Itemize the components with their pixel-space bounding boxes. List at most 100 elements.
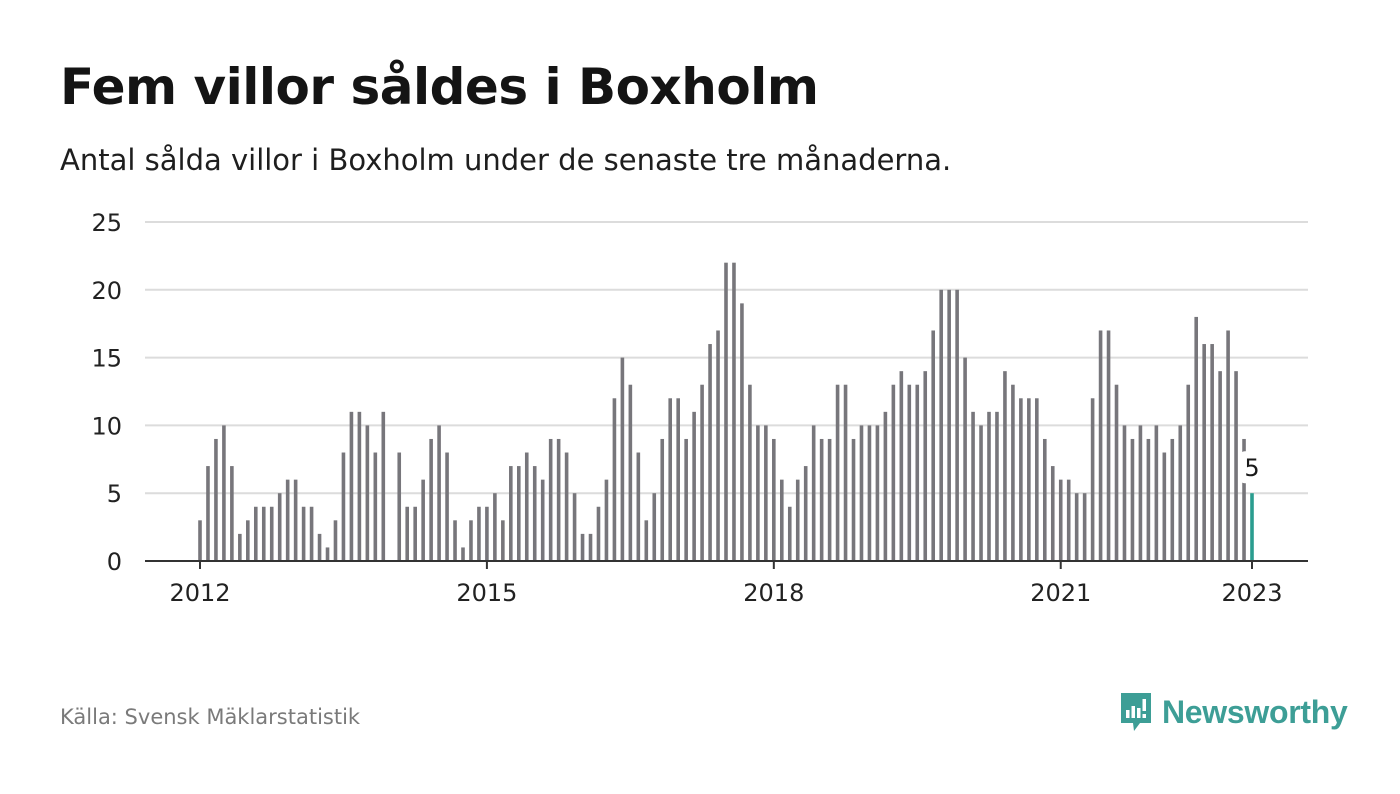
- bar: [843, 384, 848, 561]
- x-tick-label: 2012: [169, 579, 230, 607]
- bar-chart: 0 5 10 15 20 25 2012 2015 2018 2021 2023 5: [91, 209, 1308, 607]
- bar: [1162, 452, 1167, 561]
- bar: [883, 411, 888, 561]
- bar: [652, 493, 657, 561]
- bar: [524, 452, 529, 561]
- chart-subtitle: Antal sålda villor i Boxholm under de se…: [60, 143, 952, 177]
- bar: [509, 466, 513, 561]
- bar: [230, 466, 234, 561]
- bar: [1218, 371, 1222, 561]
- bar: [1027, 398, 1031, 561]
- bar: [1106, 330, 1111, 561]
- bar: [1242, 438, 1246, 561]
- bar: [277, 493, 282, 561]
- bar: [915, 384, 920, 561]
- y-tick-label: 25: [91, 209, 122, 237]
- bar: [1226, 330, 1230, 561]
- bar: [867, 425, 872, 561]
- bar: [604, 479, 609, 561]
- bar: [1170, 438, 1175, 561]
- bar: [222, 425, 226, 561]
- bar: [516, 466, 521, 561]
- bar: [955, 289, 959, 561]
- bar: [779, 479, 784, 561]
- bar: [1146, 438, 1151, 561]
- bar: [851, 438, 856, 561]
- y-axis-ticks: 0 5 10 15 20 25: [91, 209, 122, 576]
- bar: [1082, 493, 1087, 561]
- bar: [333, 520, 338, 561]
- y-tick-label: 20: [91, 277, 122, 305]
- bar: [811, 425, 816, 561]
- y-tick-label: 5: [107, 480, 122, 508]
- bar: [596, 506, 601, 561]
- bar: [620, 357, 625, 561]
- bar: [875, 425, 880, 561]
- bar: [907, 384, 912, 561]
- bar: [1050, 466, 1055, 561]
- bar: [532, 466, 537, 561]
- bar: [261, 506, 266, 561]
- bar: [748, 384, 752, 561]
- bar: [740, 303, 744, 561]
- bar: [540, 479, 545, 561]
- bar: [971, 411, 975, 561]
- bar: [1003, 371, 1007, 561]
- bar: [1234, 371, 1238, 561]
- x-tick-label: 2018: [743, 579, 804, 607]
- bar: [764, 425, 768, 561]
- bar: [461, 547, 465, 561]
- x-tick-label: 2023: [1221, 579, 1282, 607]
- bar: [732, 262, 736, 561]
- bar: [493, 493, 497, 561]
- bar: [644, 520, 649, 561]
- bar: [469, 520, 473, 561]
- bar: [979, 425, 983, 561]
- bar: [477, 506, 481, 561]
- bar: [293, 479, 298, 561]
- bar: [1178, 425, 1183, 561]
- bar: [413, 506, 417, 561]
- bar: [381, 411, 386, 561]
- bar: [437, 425, 441, 561]
- bar: [636, 452, 641, 561]
- bar: [421, 479, 425, 561]
- bar: [1122, 425, 1127, 561]
- bar: [1210, 344, 1214, 561]
- bar: [724, 262, 728, 561]
- bar: [1090, 398, 1095, 561]
- source-note: Källa: Svensk Mäklarstatistik: [60, 705, 361, 729]
- bar: [238, 533, 242, 561]
- x-tick-label: 2015: [456, 579, 517, 607]
- bar: [628, 384, 633, 561]
- x-tick-label: 2021: [1030, 579, 1091, 607]
- chart-title: Fem villor såldes i Boxholm: [60, 58, 819, 116]
- bar: [995, 411, 999, 561]
- bar: [716, 330, 720, 561]
- bar: [987, 411, 991, 561]
- y-tick-label: 15: [91, 345, 122, 373]
- bar: [803, 466, 808, 561]
- bar: [787, 506, 792, 561]
- y-tick-label: 0: [107, 548, 122, 576]
- bar: [692, 411, 696, 561]
- bar: [708, 344, 712, 561]
- bar: [1011, 384, 1015, 561]
- bar: [269, 506, 274, 561]
- newsworthy-logo-icon: [1121, 693, 1151, 731]
- bar: [835, 384, 840, 561]
- bar: [501, 520, 505, 561]
- bar: [198, 520, 202, 561]
- bar: [1138, 425, 1143, 561]
- bar: [923, 371, 928, 561]
- bar: [309, 506, 314, 561]
- bar: [588, 533, 593, 561]
- x-axis: 2012 2015 2018 2021 2023: [145, 560, 1308, 607]
- bar: [1035, 398, 1039, 561]
- annotation: 5: [1239, 451, 1265, 484]
- bar: [373, 452, 378, 561]
- bar: [859, 425, 864, 561]
- bar: [564, 452, 569, 561]
- bar: [668, 398, 673, 561]
- bar: [772, 438, 776, 561]
